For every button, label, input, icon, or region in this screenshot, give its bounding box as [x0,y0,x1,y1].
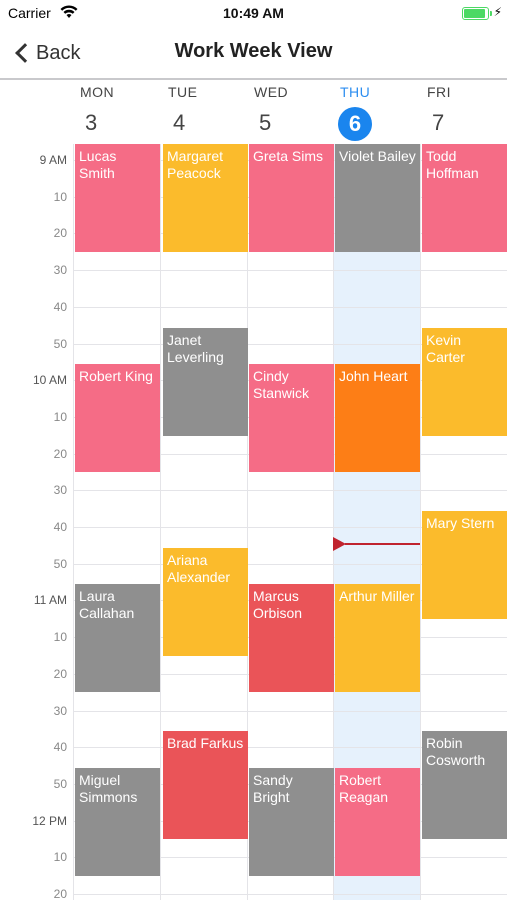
time-gridline [73,747,507,749]
appointment-ariana-alexander[interactable]: Ariana Alexander [163,547,248,656]
day-date: 4 [173,110,186,135]
current-time-marker-icon [333,537,346,552]
day-column-divider [333,144,334,900]
today-date-badge: 6 [338,107,372,141]
appointment-lucas-smith[interactable]: Lucas Smith [75,144,160,253]
back-button[interactable]: Back [12,38,80,68]
appointment-margaret-peacock[interactable]: Margaret Peacock [163,144,248,253]
time-label: 12 PM [32,813,67,828]
time-label: 10 [53,189,67,204]
day-date: 5 [259,110,272,135]
day-name: TUE [168,84,198,100]
battery-icon [462,7,492,20]
time-label: 20 [53,226,67,241]
day-header-mon[interactable]: MON 3 [76,82,163,142]
appointment-janet-leverling[interactable]: Janet Leverling [163,327,248,436]
appointment-arthur-miller[interactable]: Arthur Miller [335,584,420,693]
status-time: 10:49 AM [223,5,284,21]
appointment-mary-stern[interactable]: Mary Stern [422,511,507,620]
day-name: WED [254,84,289,100]
chevron-left-icon [15,43,35,63]
time-label: 20 [53,666,67,681]
day-header-wed[interactable]: WED 5 [250,82,337,142]
appointment-john-heart[interactable]: John Heart [335,364,420,473]
appointment-robert-king[interactable]: Robert King [75,364,160,473]
appointment-miguel-simmons[interactable]: Miguel Simmons [75,767,160,876]
day-column-divider [160,144,161,900]
day-date: 7 [432,110,445,135]
time-label: 10 [53,630,67,645]
time-label: 30 [53,483,67,498]
current-time-line [345,543,420,546]
time-gridline [73,894,507,895]
time-label: 10 [53,850,67,865]
time-label: 9 AM [39,153,67,167]
appointment-violet-bailey[interactable]: Violet Bailey [335,144,420,253]
day-header-tue[interactable]: TUE 4 [164,82,251,142]
time-label: 20 [53,446,67,461]
carrier-label: Carrier [8,5,51,21]
time-gridline [73,306,507,308]
day-column-divider [73,144,74,900]
appointment-laura-callahan[interactable]: Laura Callahan [75,584,160,693]
appointment-kevin-carter[interactable]: Kevin Carter [422,327,507,436]
time-label: 50 [53,776,67,791]
day-name: FRI [427,84,452,100]
time-gridline [73,710,507,712]
status-bar: Carrier 10:49 AM ⚡ [0,0,507,28]
schedule-grid[interactable]: 9 AM 10 20 30 40 50 10 AM 10 20 30 40 50 11 AM 10 20 30… [0,144,507,900]
time-gridline [73,563,507,565]
time-gridline [73,270,507,272]
time-label: 40 [53,299,67,314]
appointment-cindy-stanwick[interactable]: Cindy Stanwick [249,364,334,473]
time-label: 50 [53,556,67,571]
charging-bolt-icon: ⚡ [493,5,502,19]
time-label: 30 [53,703,67,718]
time-label: 10 AM [32,373,67,388]
time-gridline [73,527,507,528]
back-button-label: Back [36,41,81,64]
day-name: MON [80,84,115,100]
day-header-fri[interactable]: FRI 7 [423,82,507,142]
day-column-divider [420,144,421,900]
day-column-divider [247,144,248,900]
appointment-sandy-bright[interactable]: Sandy Bright [249,767,334,876]
day-header-thu[interactable]: THU 6 [336,82,423,142]
time-label: 50 [53,336,67,351]
appointment-robert-reagan[interactable]: Robert Reagan [335,767,420,876]
day-name: THU [340,84,371,100]
day-date: 3 [85,110,98,135]
appointment-greta-sims[interactable]: Greta Sims [249,144,334,253]
wifi-icon [60,5,78,18]
appointment-todd-hoffman[interactable]: Todd Hoffman [422,144,507,253]
time-label: 30 [53,263,67,278]
time-gridline [73,490,507,492]
time-gridline [73,343,507,345]
appointment-robin-cosworth[interactable]: Robin Cosworth [422,731,507,840]
time-label: 10 [53,409,67,424]
time-label: 40 [53,520,67,534]
time-label: 20 [53,887,67,900]
navigation-bar: Back Work Week View [0,28,507,80]
time-label: 11 AM [33,593,67,608]
appointment-marcus-orbison[interactable]: Marcus Orbison [249,584,334,693]
time-label: 40 [53,740,67,755]
appointment-brad-farkus[interactable]: Brad Farkus [163,731,248,840]
